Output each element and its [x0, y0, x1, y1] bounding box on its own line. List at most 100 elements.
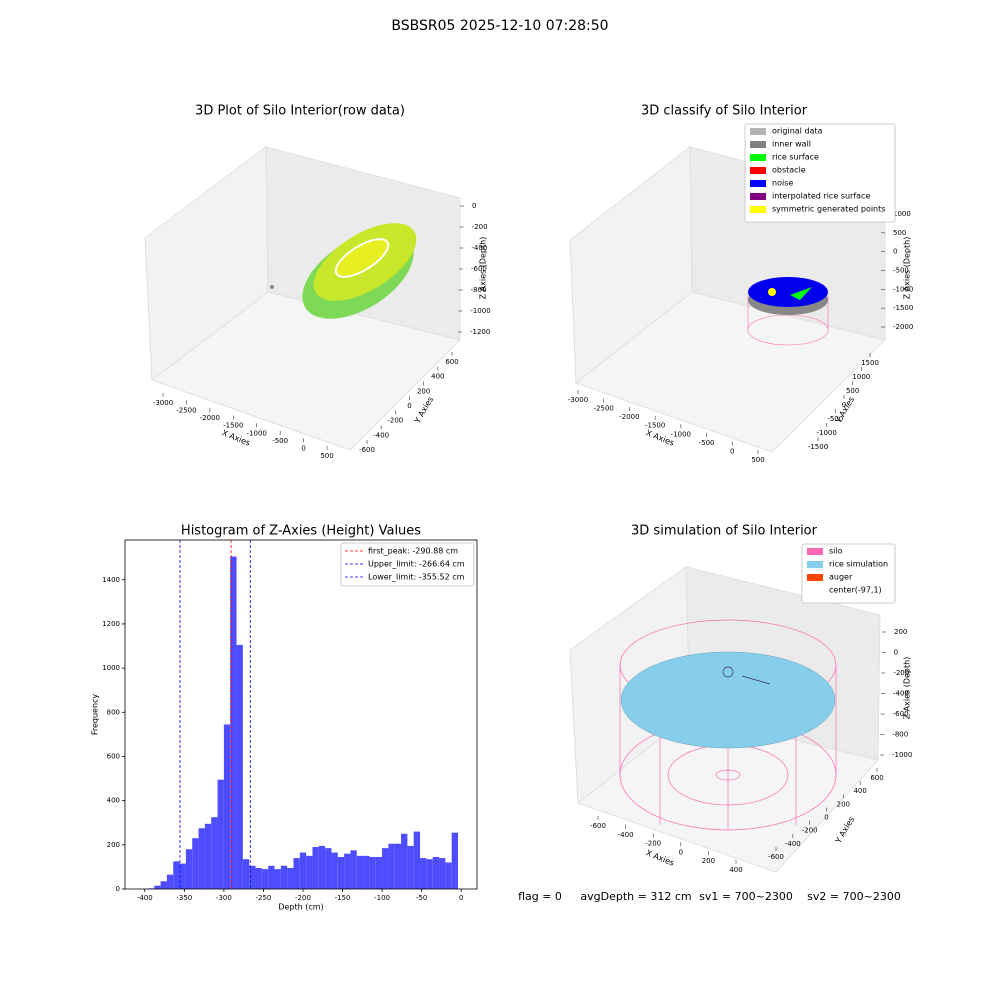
- bar: [420, 858, 427, 889]
- z-tick-label: -1000: [892, 751, 912, 759]
- x-tick-label: -250: [255, 894, 271, 902]
- x-tick-label: -2000: [619, 413, 639, 421]
- y-tick-label: -400: [785, 840, 801, 848]
- bar: [451, 832, 459, 889]
- y-tick-label: -1000: [816, 429, 836, 437]
- y-tick-label: 0: [116, 885, 120, 893]
- y-tick-label: -500: [827, 415, 843, 423]
- bar: [154, 885, 161, 889]
- legend-swatch: [750, 167, 766, 174]
- bar: [160, 881, 167, 889]
- z-tick-label: 0: [893, 248, 897, 256]
- legend-label: symmetric generated points: [772, 205, 885, 214]
- z-tick-label: 0: [894, 649, 898, 657]
- x-tick-label: -200: [645, 840, 661, 848]
- plot3-cloud: [619, 619, 837, 831]
- y-tick-label: 0: [824, 814, 828, 822]
- y-tick-label: 200: [107, 841, 120, 849]
- x-tick-label: -1500: [223, 422, 243, 430]
- legend-swatch: [750, 154, 766, 161]
- bar: [356, 855, 364, 889]
- x-tick-label: -350: [176, 894, 192, 902]
- legend-label: rice surface: [772, 153, 819, 162]
- bar: [306, 855, 313, 889]
- y-tick-label: 1000: [102, 664, 120, 672]
- z-tick-label: -800: [471, 286, 487, 294]
- bar: [401, 833, 408, 889]
- bar: [192, 838, 199, 889]
- x-tick-label: -600: [590, 822, 606, 830]
- x-tick-label: 500: [751, 456, 764, 464]
- z-tick-label: 200: [894, 628, 907, 636]
- z-axis-label: Z Axies (Depth): [479, 237, 488, 300]
- bar: [166, 874, 174, 889]
- bar: [268, 865, 275, 889]
- bar: [369, 856, 376, 889]
- axes-frame: [124, 539, 478, 890]
- z-tick-label: 0: [472, 202, 476, 210]
- bar: [173, 861, 180, 889]
- x-tick-label: 0: [301, 444, 305, 452]
- bar: [236, 644, 243, 889]
- bar: [198, 828, 205, 889]
- z-tick-label: 500: [893, 229, 906, 237]
- z-axis-label: Z Axies (Depth): [903, 657, 912, 720]
- y-tick-label: -200: [387, 417, 403, 425]
- x-tick-label: -500: [272, 437, 288, 445]
- chart-title: 3D simulation of Silo Interior: [631, 524, 818, 539]
- bar: [185, 849, 193, 889]
- bar: [375, 856, 383, 889]
- z-tick-label: -1000: [470, 307, 490, 315]
- legend-box: [801, 543, 896, 604]
- legend-label: rice simulation: [829, 560, 888, 569]
- x-tick-label: 500: [320, 452, 333, 460]
- status-text: flag = 0: [518, 890, 562, 903]
- y-tick-label: 600: [107, 752, 120, 760]
- legend-label: Lower_limit: -355.52 cm: [368, 573, 465, 582]
- z-tick-label: -800: [892, 731, 908, 739]
- y-tick-label: 500: [846, 387, 859, 395]
- x-tick-label: -200: [295, 894, 311, 902]
- y-tick-label: 600: [870, 774, 883, 782]
- legend-label: inner wall: [772, 140, 811, 149]
- legend-swatch: [807, 548, 823, 555]
- x-tick-label: -3000: [153, 399, 173, 407]
- x-tick-label: 200: [702, 857, 715, 865]
- bar: [249, 865, 256, 889]
- y-tick-label: 400: [853, 787, 866, 795]
- bar: [439, 858, 446, 889]
- x-tick-label: -1500: [645, 422, 665, 430]
- bar: [242, 859, 250, 889]
- status-text: sv2 = 700~2300: [807, 890, 901, 903]
- x-tick-label: -2000: [200, 414, 220, 422]
- y-tick-label: -400: [373, 431, 389, 439]
- legend-label: auger: [829, 573, 853, 582]
- z-axis-label: Z Axies (Depth): [903, 237, 912, 300]
- legend-box: [340, 542, 475, 587]
- bar: [426, 859, 433, 889]
- plot1-cloud: [270, 223, 417, 319]
- z-tick-label: 1000: [893, 210, 911, 218]
- z-tick-label: -400: [471, 244, 487, 252]
- x-tick-label: -50: [416, 894, 427, 902]
- figure-title: BSBSR05 2025-12-10 07:28:50: [391, 18, 608, 34]
- y-tick-label: 0: [407, 402, 411, 410]
- z-tick-label: -200: [893, 669, 909, 677]
- legend-swatch: [750, 206, 766, 213]
- chart-title: 3D Plot of Silo Interior(row data): [195, 104, 405, 119]
- bar: [204, 823, 212, 889]
- legend-label: original data: [772, 127, 823, 136]
- x-tick-label: -1000: [671, 430, 691, 438]
- bar: [337, 856, 345, 889]
- z-tick-label: -200: [472, 223, 488, 231]
- y-tick-label: 1500: [861, 359, 879, 367]
- legend-label: first_peak: -290.88 cm: [368, 547, 458, 556]
- plot2-cloud: [747, 277, 829, 346]
- z-tick-label: -500: [893, 267, 909, 275]
- x-tick-label: 0: [459, 894, 463, 902]
- y-tick-label: 400: [107, 797, 120, 805]
- bar: [388, 843, 395, 889]
- bar: [261, 869, 269, 889]
- bar: [293, 858, 300, 889]
- z-tick-label: -1200: [470, 328, 490, 336]
